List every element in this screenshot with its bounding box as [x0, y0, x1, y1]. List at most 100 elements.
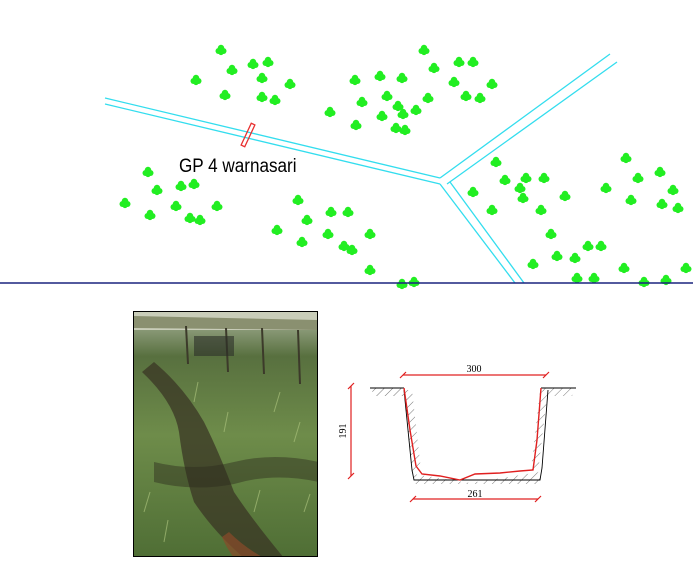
road-ne-edge-b [446, 61, 618, 185]
tree-icon [538, 172, 550, 184]
tree-icon [448, 76, 460, 88]
tree-icon [569, 252, 581, 264]
tree-icon [190, 74, 202, 86]
tree-icon [399, 124, 411, 136]
road-south-edge-a [439, 183, 516, 284]
site-plan-map [0, 44, 693, 290]
tree-icon [520, 172, 532, 184]
tree-icon [514, 182, 526, 194]
tree-icon [194, 214, 206, 226]
road-ne-edge-a [439, 53, 611, 179]
tree-icon [486, 78, 498, 90]
tree-icon [390, 122, 402, 134]
tree-icon [672, 202, 684, 214]
tree-icon [284, 78, 296, 90]
tree-icon [600, 182, 612, 194]
tree-icon [474, 92, 486, 104]
tree-icon [324, 106, 336, 118]
top-width-label: 300 [467, 364, 482, 375]
tree-icon [486, 204, 498, 216]
tree-icon [119, 197, 131, 209]
tree-icon [408, 276, 420, 288]
tree-icon [292, 194, 304, 206]
tree-icon [346, 244, 358, 256]
ground-lines [370, 387, 576, 481]
tree-icon [467, 56, 479, 68]
tree-icon [144, 209, 156, 221]
tree-icon [376, 110, 388, 122]
tree-icon [410, 104, 422, 116]
ground-hatching [370, 388, 576, 484]
tree-icon [620, 152, 632, 164]
tree-icon [625, 194, 637, 206]
tree-icon [296, 236, 308, 248]
tree-icon [211, 200, 223, 212]
tree-icon [654, 166, 666, 178]
tree-icon [364, 228, 376, 240]
tree-icon [226, 64, 238, 76]
tree-icon [453, 56, 465, 68]
tree-icon [322, 228, 334, 240]
tree-icon [656, 198, 668, 210]
tree-icon [571, 272, 583, 284]
tree-icon [638, 276, 650, 288]
tree-icon [680, 262, 692, 274]
tree-icon [350, 119, 362, 131]
tree-icon [381, 90, 393, 102]
depth-label: 191 [338, 424, 349, 439]
tree-icon [559, 190, 571, 202]
tree-icon [527, 258, 539, 270]
tree-icon [396, 278, 408, 290]
tree-icon [551, 250, 563, 262]
tree-icon [499, 174, 511, 186]
tree-icon [356, 96, 368, 108]
tree-icon [460, 90, 472, 102]
tree-icon [215, 44, 227, 56]
tree-icon [175, 180, 187, 192]
road-west-edge-b [104, 103, 441, 185]
tree-icon [271, 224, 283, 236]
tree-icon [418, 44, 430, 56]
tree-icon [374, 70, 386, 82]
tree-icon [397, 108, 409, 120]
tree-icon [325, 206, 337, 218]
channel-profile-line [403, 387, 542, 481]
tree-clusters [119, 44, 692, 290]
culvert-marker [240, 122, 256, 148]
tree-icon [618, 262, 630, 274]
tree-icon [262, 56, 274, 68]
tree-icon [588, 272, 600, 284]
tree-icon [247, 58, 259, 70]
tree-icon [269, 94, 281, 106]
bottom-width-dimension [409, 495, 542, 503]
location-label: GP 4 warnasari [179, 156, 297, 177]
tree-icon [396, 72, 408, 84]
tree-icon [632, 172, 644, 184]
road-south-edge-b [449, 181, 525, 284]
road-west-edge-a [104, 97, 441, 179]
tree-icon [342, 206, 354, 218]
tree-icon [490, 156, 502, 168]
tree-icon [392, 100, 404, 112]
tree-icon [151, 184, 163, 196]
tree-icon [301, 214, 313, 226]
tree-icon [667, 184, 679, 196]
tree-icon [428, 62, 440, 74]
tree-icon [545, 228, 557, 240]
tree-icon [467, 186, 479, 198]
channel-photo [133, 311, 318, 557]
photo-image [134, 312, 317, 556]
bottom-width-label: 261 [468, 489, 483, 500]
tree-icon [256, 91, 268, 103]
tree-icon [364, 264, 376, 276]
tree-icon [184, 212, 196, 224]
tree-icon [256, 72, 268, 84]
depth-dimension [347, 382, 355, 480]
tree-icon [188, 178, 200, 190]
tree-icon [422, 92, 434, 104]
top-width-dimension [399, 371, 550, 379]
tree-icon [595, 240, 607, 252]
tree-icon [219, 89, 231, 101]
tree-icon [349, 74, 361, 86]
